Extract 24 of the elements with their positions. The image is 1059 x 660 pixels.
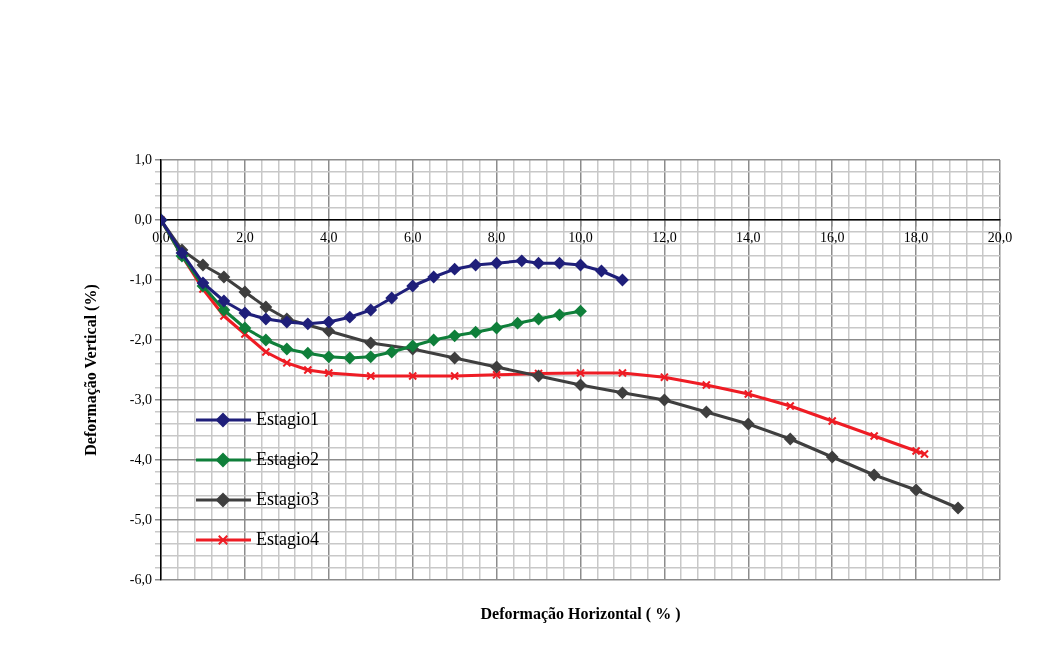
y-tick-label: -6,0 xyxy=(129,571,152,587)
y-axis-title: Deformação Vertical (%) xyxy=(81,284,100,456)
x-tick-label: 10,0 xyxy=(568,230,593,246)
x-tick-label: 18,0 xyxy=(903,230,929,246)
legend-label: Estagio1 xyxy=(256,408,319,429)
legend-label: Estagio3 xyxy=(256,488,319,509)
x-tick-label: 4,0 xyxy=(320,230,338,246)
legend-label: Estagio2 xyxy=(256,448,319,469)
y-tick-label: 1,0 xyxy=(134,151,152,167)
y-tick-label: -5,0 xyxy=(129,511,152,527)
x-tick-label: 16,0 xyxy=(819,230,845,246)
x-tick-label: 6,0 xyxy=(403,230,422,246)
x-tick-label: 12,0 xyxy=(652,230,677,246)
x-tick-label: 20,0 xyxy=(987,230,1013,246)
legend-label: Estagio4 xyxy=(256,528,319,549)
y-tick-label: -1,0 xyxy=(129,271,152,287)
y-tick-label: -3,0 xyxy=(129,391,152,407)
y-tick-label: -2,0 xyxy=(129,331,152,347)
x-tick-label: 14,0 xyxy=(736,230,761,246)
x-axis-title: Deformação Horizontal ( % ) xyxy=(480,605,681,624)
x-tick-label: 2,0 xyxy=(236,230,254,246)
y-tick-label: 0,0 xyxy=(134,211,152,227)
y-tick-label: -4,0 xyxy=(129,451,152,467)
x-tick-label: 8,0 xyxy=(487,230,506,246)
